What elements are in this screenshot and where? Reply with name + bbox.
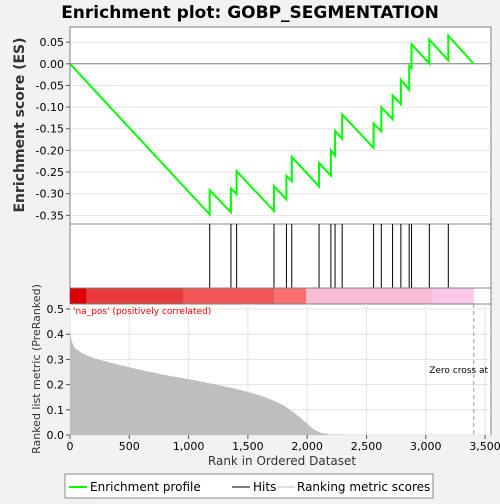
legend-hits-label: Hits [253,480,276,494]
heat-band-segment [274,289,306,304]
heat-band-segment [87,289,184,304]
metric-x-tick-label: 0 [67,440,74,453]
positive-correlation-label: 'na_pos' (positively correlated) [73,307,211,317]
es-y-tick-label: -0.35 [36,209,64,222]
heat-band-segment [70,289,87,304]
es-y-tick-label: 0.00 [40,58,65,71]
es-y-axis-label: Enrichment score (ES) [12,37,28,212]
heat-band-segment [433,289,474,304]
es-y-tick-label: -0.10 [36,101,64,114]
metric-y-tick-label: 0.1 [47,404,65,417]
es-y-ticks: 0.05 0.00 -0.05 -0.10 -0.15 -0.20 -0.25 -0.30 -0… [36,36,70,222]
es-y-tick-label: -0.25 [36,166,64,179]
metric-y-tick-label: 0.5 [47,303,65,316]
es-y-tick-label: -0.15 [36,123,64,136]
ranked-list-heat-band [70,289,474,304]
metric-y-tick-label: 0.2 [47,379,65,392]
metric-y-tick-label: 0.0 [47,429,65,442]
heat-band-segment [184,289,274,304]
legend-metric-label: Ranking metric scores [297,480,430,494]
es-y-tick-label: -0.20 [36,144,64,157]
metric-x-tick-label: 2,000 [291,440,323,453]
metric-x-tick-label: 2,500 [351,440,383,453]
metric-x-tick-label: 1,000 [173,440,205,453]
metric-y-tick-label: 0.3 [47,353,65,366]
zero-cross-label: Zero cross at [429,366,488,376]
es-y-tick-label: 0.05 [40,36,65,49]
es-y-tick-label: -0.05 [36,79,64,92]
metric-y-ticks: 0.0 0.1 0.2 0.3 0.4 0.5 [47,303,71,442]
metric-x-tick-label: 3,500 [469,440,500,453]
metric-y-tick-label: 0.4 [47,328,65,341]
metric-y-axis-label: Ranked list metric (PreRanked) [30,284,43,454]
metric-x-tick-label: 1,500 [232,440,264,453]
hits-panel [70,224,491,288]
metric-x-tick-label: 3,000 [410,440,442,453]
heat-band-segment [306,289,433,304]
chart-title: Enrichment plot: GOBP_SEGMENTATION [61,3,439,23]
metric-x-tick-label: 500 [119,440,140,453]
metric-x-axis-label: Rank in Ordered Dataset [208,454,356,468]
metric-x-ticks: 0 500 1,000 1,500 2,000 2,500 3,000 3,500 [67,435,500,453]
legend-enrichment-label: Enrichment profile [90,480,201,494]
es-y-tick-label: -0.30 [36,188,64,201]
